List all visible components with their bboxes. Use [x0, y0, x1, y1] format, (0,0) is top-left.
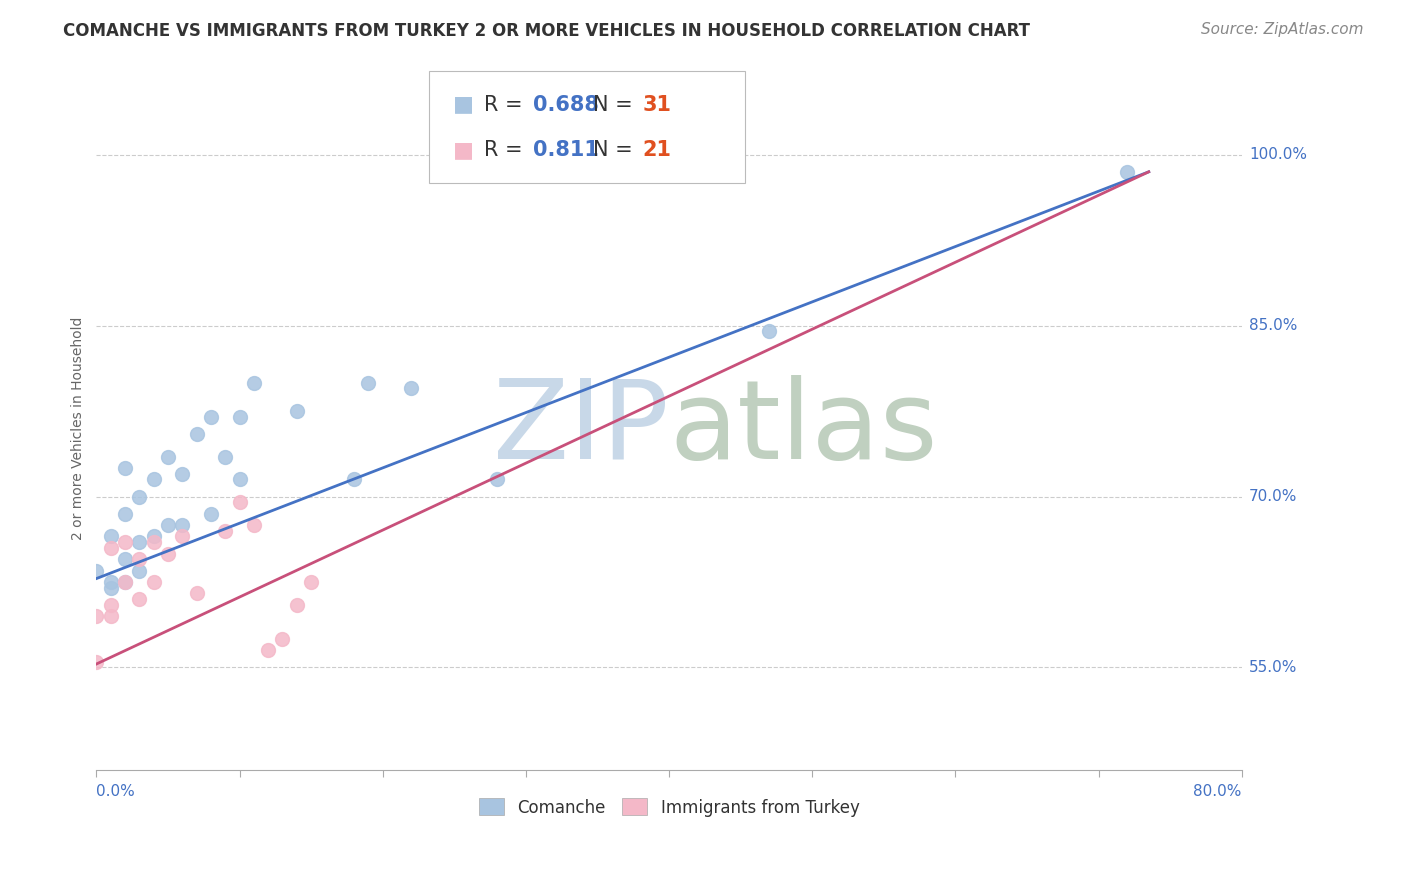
Point	[243, 376, 266, 390]
Text: 0.0%: 0.0%	[97, 784, 135, 798]
Point	[114, 574, 136, 589]
Point	[243, 518, 266, 533]
Point	[172, 467, 194, 481]
Text: N =: N =	[593, 95, 640, 114]
Point	[357, 376, 380, 390]
Point	[186, 426, 208, 441]
Point	[142, 574, 165, 589]
Point	[186, 586, 208, 600]
Point	[142, 529, 165, 543]
Text: 0.688: 0.688	[533, 95, 599, 114]
Point	[285, 598, 308, 612]
Point	[100, 529, 122, 543]
Text: atlas: atlas	[669, 375, 938, 482]
Point	[114, 535, 136, 549]
Text: Source: ZipAtlas.com: Source: ZipAtlas.com	[1201, 22, 1364, 37]
Point	[114, 507, 136, 521]
Point	[1116, 165, 1139, 179]
Text: 55.0%: 55.0%	[1249, 660, 1298, 675]
Text: ■: ■	[453, 95, 474, 114]
Point	[156, 450, 179, 464]
Text: N =: N =	[593, 140, 640, 160]
Point	[114, 552, 136, 566]
Point	[228, 495, 250, 509]
Point	[285, 404, 308, 418]
Point	[128, 552, 150, 566]
Point	[271, 632, 294, 646]
Point	[100, 598, 122, 612]
Point	[257, 643, 280, 657]
Text: R =: R =	[484, 140, 529, 160]
Point	[200, 409, 222, 424]
Point	[86, 655, 108, 669]
Point	[228, 409, 250, 424]
Point	[128, 592, 150, 607]
Point	[142, 535, 165, 549]
Point	[114, 574, 136, 589]
Text: 70.0%: 70.0%	[1249, 489, 1298, 504]
Point	[100, 574, 122, 589]
Legend: Comanche, Immigrants from Turkey: Comanche, Immigrants from Turkey	[472, 792, 866, 823]
Point	[128, 535, 150, 549]
Point	[156, 518, 179, 533]
Point	[86, 564, 108, 578]
Point	[100, 541, 122, 555]
Y-axis label: 2 or more Vehicles in Household: 2 or more Vehicles in Household	[72, 317, 86, 540]
Text: 0.811: 0.811	[533, 140, 599, 160]
Point	[156, 547, 179, 561]
Text: ZIP: ZIP	[494, 375, 669, 482]
Point	[114, 461, 136, 475]
Point	[142, 473, 165, 487]
Point	[172, 529, 194, 543]
Point	[100, 581, 122, 595]
Point	[200, 507, 222, 521]
Point	[128, 564, 150, 578]
Text: 31: 31	[643, 95, 672, 114]
Point	[172, 518, 194, 533]
Text: ■: ■	[453, 140, 474, 160]
Point	[758, 324, 780, 338]
Point	[299, 574, 322, 589]
Text: COMANCHE VS IMMIGRANTS FROM TURKEY 2 OR MORE VEHICLES IN HOUSEHOLD CORRELATION C: COMANCHE VS IMMIGRANTS FROM TURKEY 2 OR …	[63, 22, 1031, 40]
Point	[401, 381, 423, 395]
Text: R =: R =	[484, 95, 529, 114]
Text: 21: 21	[643, 140, 672, 160]
Point	[128, 490, 150, 504]
Text: 85.0%: 85.0%	[1249, 318, 1298, 333]
Point	[228, 473, 250, 487]
Point	[343, 473, 366, 487]
Point	[214, 450, 236, 464]
Point	[214, 524, 236, 538]
Text: 100.0%: 100.0%	[1249, 147, 1308, 162]
Point	[86, 609, 108, 624]
Text: 80.0%: 80.0%	[1194, 784, 1241, 798]
Point	[486, 473, 509, 487]
Point	[100, 609, 122, 624]
